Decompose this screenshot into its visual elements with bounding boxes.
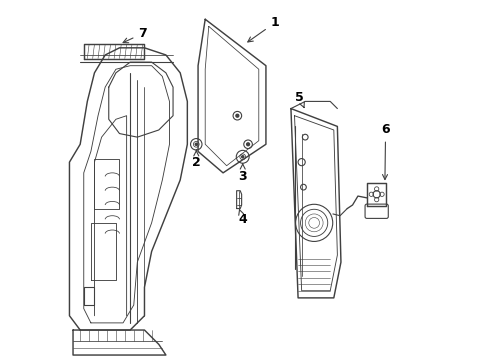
Circle shape [241, 156, 244, 158]
Text: 1: 1 [247, 16, 279, 42]
Text: 2: 2 [191, 150, 200, 168]
Text: 7: 7 [123, 27, 147, 43]
Text: 5: 5 [295, 91, 304, 108]
Text: 6: 6 [381, 123, 389, 180]
Text: 4: 4 [238, 210, 246, 226]
Circle shape [195, 143, 197, 145]
Circle shape [246, 143, 249, 146]
Text: 3: 3 [238, 164, 246, 183]
Circle shape [235, 114, 238, 117]
